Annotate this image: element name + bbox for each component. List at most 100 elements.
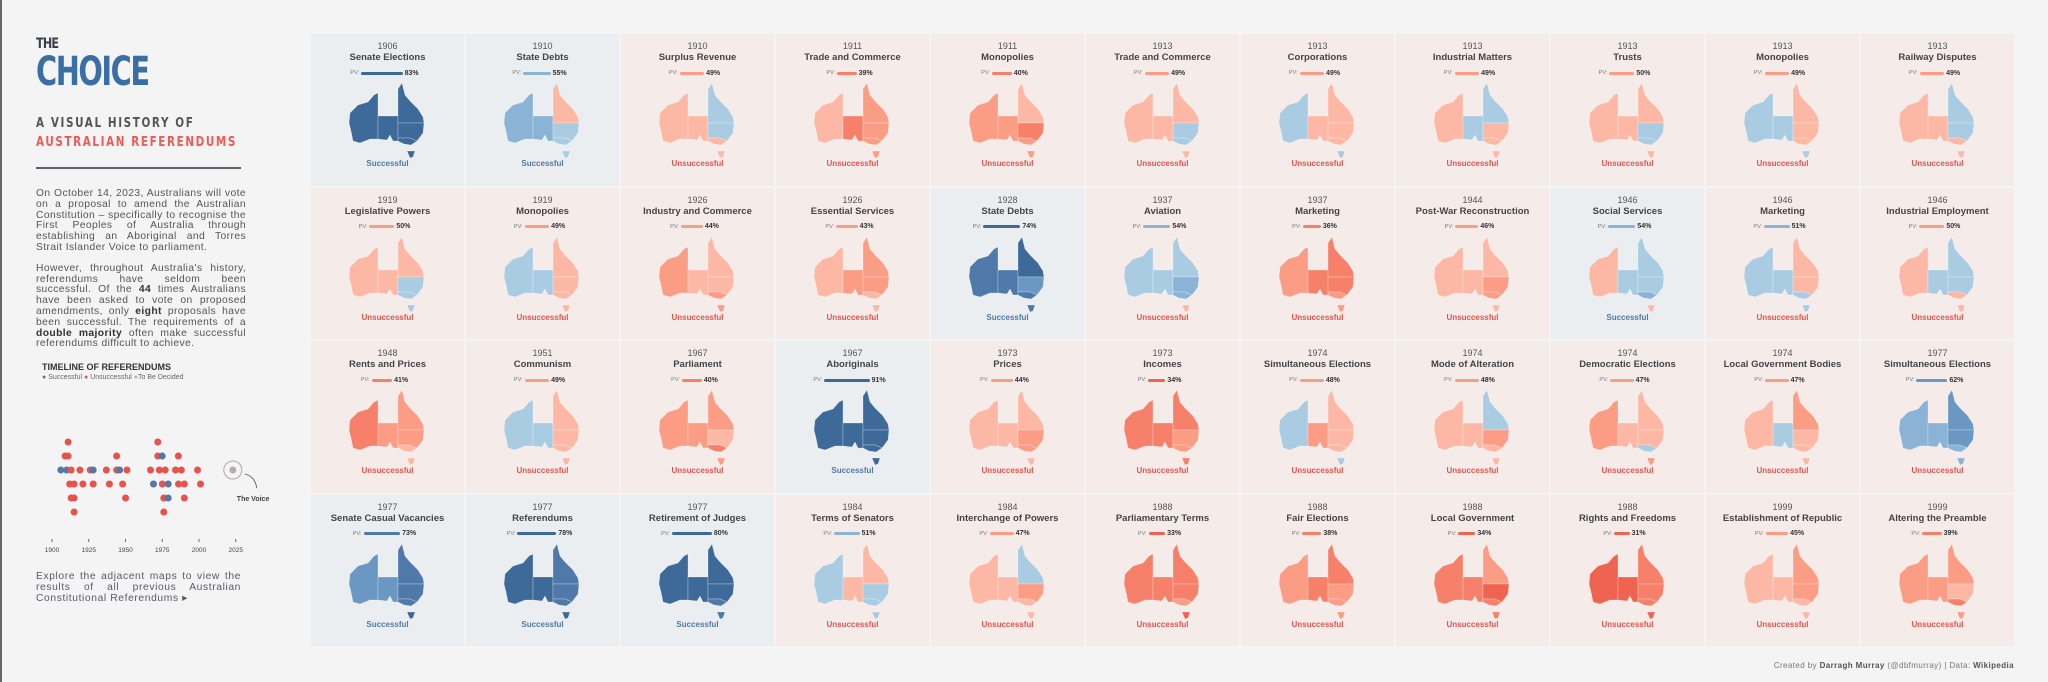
pv-percent: 83% — [404, 69, 419, 77]
referendum-card[interactable]: 1984 Interchange of Powers PV: 47% Unsucc… — [930, 493, 1085, 647]
referendum-card[interactable]: 1906 Senate Elections PV: 83% Successful — [310, 33, 465, 187]
timeline-dot[interactable] — [57, 466, 65, 474]
timeline-dot[interactable] — [158, 480, 166, 488]
referendum-card[interactable]: 1974 Mode of Alteration PV: 48% Unsuccess… — [1395, 340, 1550, 494]
timeline-dot[interactable] — [64, 438, 72, 446]
referendum-card[interactable]: 1910 State Debts PV: 55% Successful — [465, 33, 620, 187]
referendum-card[interactable]: 1988 Fair Elections PV: 38% Unsuccessful — [1240, 493, 1395, 647]
data-source-link[interactable]: Wikipedia — [1973, 661, 2014, 670]
referendum-card[interactable]: 1951 Communism PV: 49% Unsuccessful — [465, 340, 620, 494]
referendum-card[interactable]: 1973 Prices PV: 44% Unsuccessful — [930, 340, 1085, 494]
timeline-dot[interactable] — [174, 480, 182, 488]
timeline-dot[interactable] — [76, 466, 84, 474]
referendum-card[interactable]: 1919 Monopolies PV: 49% Unsuccessful — [465, 186, 620, 340]
referendum-card[interactable]: 1946 Industrial Employment PV: 50% Unsucc… — [1860, 186, 2015, 340]
referendum-card[interactable]: 1913 Corporations PV: 49% Unsuccessful — [1240, 33, 1395, 187]
timeline-dot[interactable] — [64, 452, 72, 460]
state-tas — [1801, 611, 1810, 619]
referendum-card[interactable]: 1977 Retirement of Judges PV: 80% Success… — [620, 493, 775, 647]
timeline-dot[interactable] — [79, 480, 87, 488]
divider — [36, 167, 241, 169]
timeline-dot[interactable] — [160, 508, 168, 516]
timeline-dot[interactable] — [105, 480, 113, 488]
referendum-card[interactable]: 1913 Railway Disputes PV: 49% Unsuccessfu… — [1860, 33, 2015, 187]
state-qld — [1482, 543, 1509, 584]
timeline-dot[interactable] — [174, 452, 182, 460]
timeline-dot[interactable] — [116, 466, 124, 474]
author-link[interactable]: Darragh Murray — [1819, 661, 1885, 670]
referendum-card[interactable]: 1988 Local Government PV: 34% Unsuccessfu… — [1395, 493, 1550, 647]
popular-vote: PV: 49% — [460, 223, 619, 231]
referendum-card[interactable]: 1910 Surplus Revenue PV: 49% Unsuccessful — [620, 33, 775, 187]
timeline-dot[interactable] — [180, 494, 188, 502]
referendum-card[interactable]: 1974 Local Government Bodies PV: 47% Unsu… — [1705, 340, 1860, 494]
timeline-dot[interactable] — [70, 508, 78, 516]
timeline-dot[interactable] — [158, 452, 166, 460]
voice-dot[interactable] — [229, 466, 237, 474]
referendum-card[interactable]: 1911 Trade and Commerce PV: 39% Unsuccess… — [775, 33, 930, 187]
explore-text[interactable]: Explore the adjacent maps to view the re… — [36, 571, 241, 605]
timeline-dot[interactable] — [154, 438, 162, 446]
timeline-dot[interactable] — [155, 466, 163, 474]
state-vic — [1172, 137, 1193, 146]
timeline-dot[interactable] — [197, 480, 205, 488]
referendum-card[interactable]: 1911 Monopolies PV: 40% Unsuccessful — [930, 33, 1085, 187]
referendum-card[interactable]: 1926 Essential Services PV: 43% Unsuccess… — [775, 186, 930, 340]
australia-map — [1743, 83, 1819, 159]
referendum-card[interactable]: 1967 Parliament PV: 40% Unsuccessful — [620, 340, 775, 494]
timeline-dot[interactable] — [194, 466, 202, 474]
text: times Australians have been asked to vot… — [36, 284, 246, 317]
timeline-dot[interactable] — [146, 466, 154, 474]
timeline-dot[interactable] — [113, 452, 121, 460]
referendum-card[interactable]: 1974 Simultaneous Elections PV: 48% Unsuc… — [1240, 340, 1395, 494]
timeline-dot[interactable] — [171, 466, 179, 474]
timeline-dot[interactable] — [180, 480, 188, 488]
referendum-card[interactable]: 1919 Legislative Powers PV: 50% Unsuccess… — [310, 186, 465, 340]
referendum-card[interactable]: 1984 Terms of Senators PV: 51% Unsuccessf… — [775, 493, 930, 647]
state-sa — [377, 115, 398, 142]
referendum-card[interactable]: 1973 Incomes PV: 34% Unsuccessful — [1085, 340, 1240, 494]
referendum-card[interactable]: 1977 Simultaneous Elections PV: 62% Unsuc… — [1860, 340, 2015, 494]
referendum-card[interactable]: 1977 Senate Casual Vacancies PV: 73% Succ… — [310, 493, 465, 647]
timeline-dot[interactable] — [149, 480, 157, 488]
result-label: Unsuccessful — [826, 619, 879, 629]
referendum-card[interactable]: 1974 Democratic Elections PV: 47% Unsucce… — [1550, 340, 1705, 494]
referendum-card[interactable]: 1988 Parliamentary Terms PV: 33% Unsucces… — [1085, 493, 1240, 647]
referendum-card[interactable]: 1913 Trade and Commerce PV: 49% Unsuccess… — [1085, 33, 1240, 187]
referendum-title: Post-War Reconstruction — [1415, 205, 1530, 217]
referendum-card[interactable]: 1913 Monopolies PV: 49% Unsuccessful — [1705, 33, 1860, 187]
referendum-year: 1973 — [997, 348, 1018, 358]
timeline-dot[interactable] — [164, 480, 172, 488]
referendum-card[interactable]: 1946 Marketing PV: 51% Unsuccessful — [1705, 186, 1860, 340]
referendum-card[interactable]: 1926 Industry and Commerce PV: 44% Unsucc… — [620, 186, 775, 340]
timeline-dot[interactable] — [161, 466, 169, 474]
timeline-dot[interactable] — [70, 494, 78, 502]
timeline-dot[interactable] — [67, 466, 75, 474]
timeline-dot[interactable] — [164, 494, 172, 502]
pv-label: PV: — [670, 223, 679, 230]
referendum-card[interactable]: 1944 Post-War Reconstruction PV: 46% Unsu… — [1395, 186, 1550, 340]
referendum-card[interactable]: 1948 Rents and Prices PV: 41% Unsuccessfu… — [310, 340, 465, 494]
timeline-dot[interactable] — [119, 480, 127, 488]
referendum-card[interactable]: 1913 Trusts PV: 50% Unsuccessful — [1550, 33, 1705, 187]
timeline-dot[interactable] — [102, 466, 110, 474]
referendum-card[interactable]: 1928 State Debts PV: 74% Successful — [930, 186, 1085, 340]
referendum-card[interactable]: 1937 Marketing PV: 36% Unsuccessful — [1240, 186, 1395, 340]
referendum-card[interactable]: 1988 Rights and Freedoms PV: 31% Unsucces… — [1550, 493, 1705, 647]
popular-vote: PV: 46% — [1390, 223, 1549, 231]
referendum-card[interactable]: 1999 Establishment of Republic PV: 45% Un… — [1705, 493, 1860, 647]
timeline-dot[interactable] — [89, 480, 97, 488]
referendum-card[interactable]: 1977 Referendums PV: 78% Successful — [465, 493, 620, 647]
state-vic — [1637, 444, 1658, 453]
timeline-dot[interactable] — [177, 466, 185, 474]
referendum-card[interactable]: 1913 Industrial Matters PV: 49% Unsuccess… — [1395, 33, 1550, 187]
state-tas — [1801, 150, 1810, 159]
timeline-dot[interactable] — [123, 466, 131, 474]
referendum-card[interactable]: 1967 Aboriginals PV: 91% Successful — [775, 340, 930, 494]
referendum-card[interactable]: 1937 Aviation PV: 54% Unsuccessful — [1085, 186, 1240, 340]
referendum-card[interactable]: 1999 Altering the Preamble PV: 39% Unsucc… — [1860, 493, 2015, 647]
referendum-card[interactable]: 1946 Social Services PV: 54% Successful — [1550, 186, 1705, 340]
timeline-dot[interactable] — [70, 480, 78, 488]
timeline-dot[interactable] — [122, 494, 130, 502]
timeline-dot[interactable] — [89, 466, 97, 474]
